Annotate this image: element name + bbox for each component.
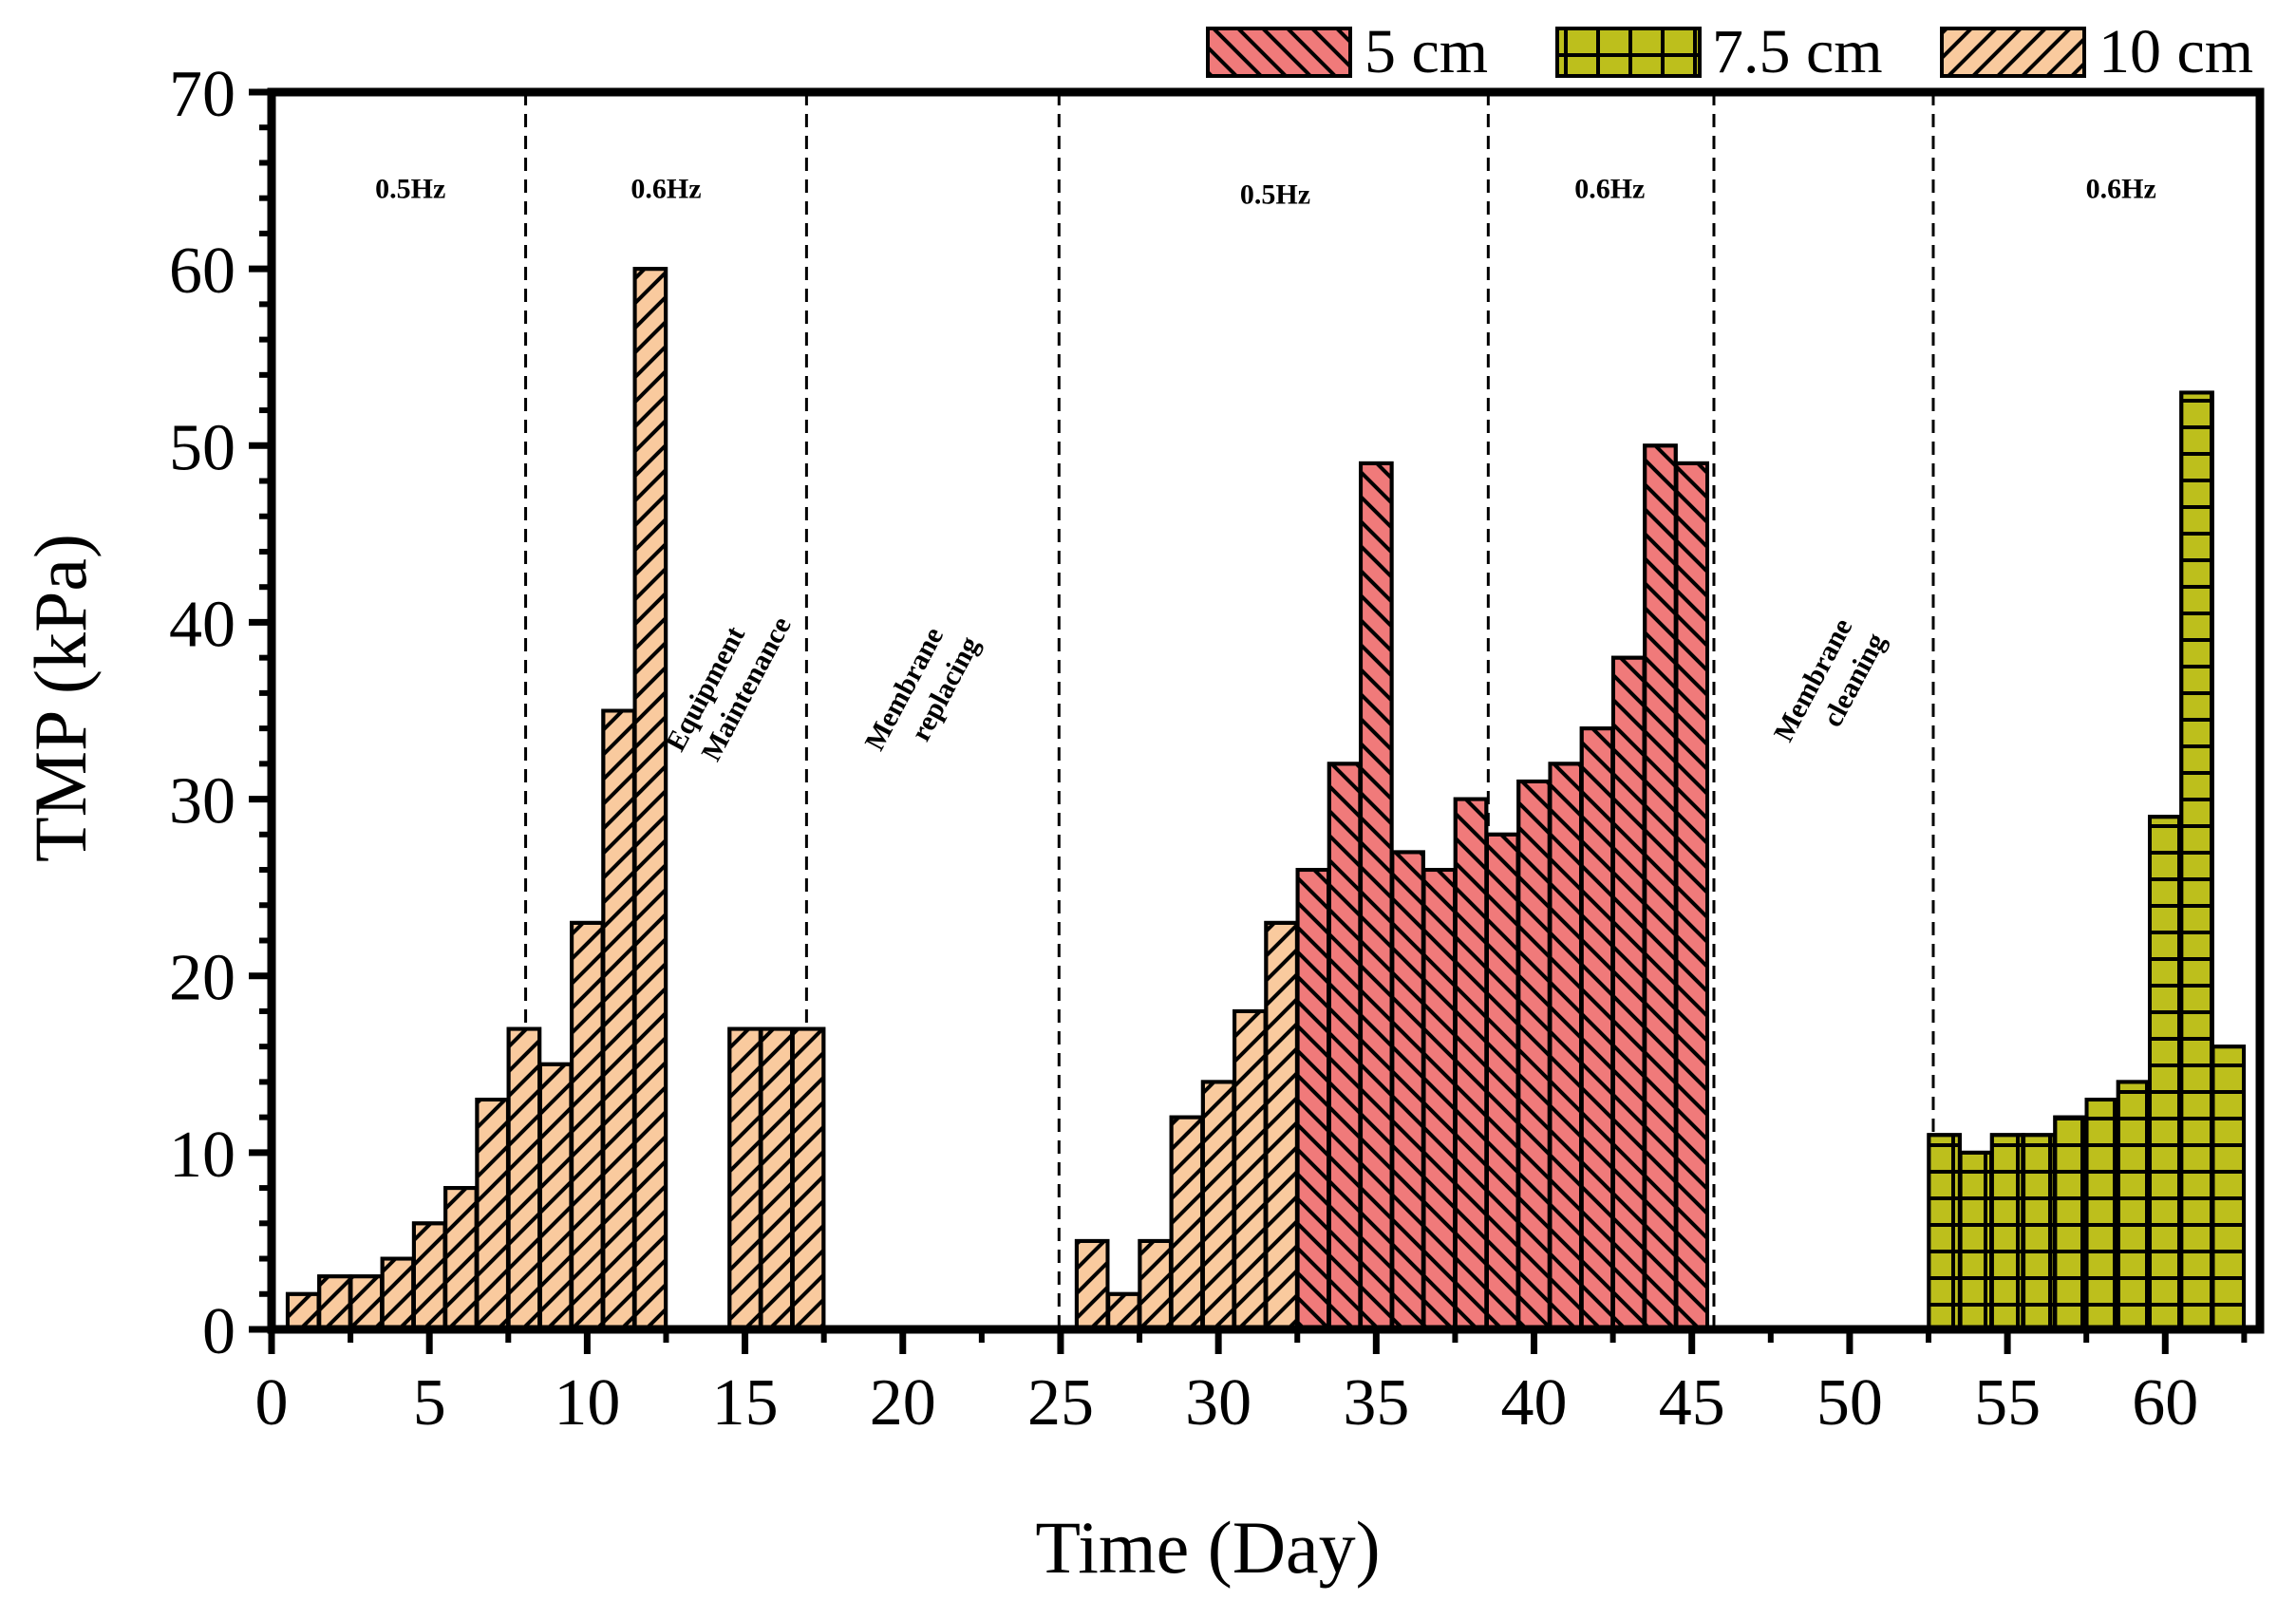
x-axis-title: Time (Day) (1035, 1506, 1380, 1589)
y-tick-label: 60 (169, 235, 235, 308)
bar-pattern (285, 1291, 321, 1332)
x-tick-label: 5 (413, 1366, 446, 1440)
bar-pattern (1138, 1238, 1173, 1332)
legend-label: 5 cm (1364, 17, 1488, 86)
bar-pattern (2084, 1098, 2120, 1331)
bar-pattern (759, 1026, 795, 1331)
y-tick-label: 50 (169, 411, 235, 484)
x-tick-label: 30 (1185, 1366, 1252, 1440)
x-tick-label: 0 (255, 1366, 289, 1440)
bar-pattern (1359, 461, 1394, 1331)
bar-pattern (1074, 1238, 1110, 1332)
y-tick-label: 30 (169, 765, 235, 838)
bar-pattern (1233, 1008, 1268, 1331)
legend-swatch-pattern (1555, 27, 1702, 78)
bar-pattern (2116, 1080, 2152, 1332)
legend-item: 10 cm (1940, 17, 2253, 86)
bar-pattern (1548, 762, 1584, 1331)
bar-pattern (506, 1026, 542, 1331)
legend: 5 cm 7.5 cm 10 cm (1206, 17, 2253, 86)
x-tick-label: 40 (1501, 1366, 1568, 1440)
bar-pattern (1516, 779, 1552, 1331)
phase-annotation: 0.5Hz (1240, 179, 1310, 210)
x-tick-label: 55 (1974, 1366, 2041, 1440)
x-tick-label: 10 (554, 1366, 620, 1440)
phase-annotation: 0.6Hz (1574, 174, 1645, 205)
phase-annotation: 0.6Hz (2086, 174, 2156, 205)
bar-pattern (1674, 461, 1710, 1331)
plot-frame (267, 87, 2265, 1334)
bar-pattern (1643, 443, 1678, 1331)
axis-tick-labels: 0 5 10 15 20 25 30 35 40 45 50 55 60 0 10 20 30 40 50 60 70 (169, 58, 2198, 1440)
bar-pattern (1327, 762, 1363, 1331)
series-7-5-cm (1927, 390, 2247, 1332)
bars-group (285, 267, 2247, 1332)
bar-pattern (1484, 832, 1520, 1331)
y-tick-label: 0 (202, 1295, 235, 1368)
bar-pattern (1421, 868, 1458, 1331)
legend-label: 7.5 cm (1712, 17, 1883, 86)
y-tick-label: 70 (169, 58, 235, 131)
bar-pattern (1610, 655, 1647, 1331)
x-tick-label: 45 (1659, 1366, 1725, 1440)
bar-pattern (1264, 920, 1299, 1331)
x-tick-label: 35 (1343, 1366, 1409, 1440)
bar-pattern (537, 1062, 574, 1332)
bar-pattern (2053, 1115, 2088, 1331)
bar-pattern (348, 1274, 385, 1331)
bar-pattern (1579, 726, 1615, 1331)
bar-pattern (1989, 1133, 2025, 1331)
y-tick-label: 20 (169, 942, 235, 1015)
y-tick-label: 40 (169, 588, 235, 661)
bar-pattern (1927, 1133, 1962, 1331)
series-5-cm (1295, 443, 1710, 1332)
x-tick-label: 50 (1816, 1366, 1883, 1440)
y-axis-title: TMP (kPa) (19, 534, 102, 862)
bar-pattern (443, 1186, 479, 1331)
legend-item: 7.5 cm (1555, 17, 1883, 86)
bar-pattern (2179, 390, 2214, 1331)
bar-pattern (727, 1026, 762, 1331)
bar-pattern (1295, 868, 1331, 1331)
bar-pattern (601, 708, 636, 1331)
bar-pattern (380, 1256, 416, 1331)
bar-pattern (317, 1274, 352, 1331)
y-tick-label: 10 (169, 1119, 235, 1192)
bar-pattern (570, 920, 605, 1331)
legend-item: 5 cm (1206, 17, 1488, 86)
x-tick-label: 60 (2132, 1366, 2198, 1440)
bar-pattern (1390, 850, 1425, 1332)
bar-pattern (2147, 815, 2183, 1331)
x-tick-label: 25 (1027, 1366, 1094, 1440)
bar-pattern (1106, 1291, 1141, 1332)
legend-label: 10 cm (2098, 17, 2253, 86)
axis-ticks (249, 88, 2248, 1354)
bar-pattern (1169, 1115, 1205, 1331)
bar-pattern (1200, 1080, 1236, 1332)
phase-annotation: 0.5Hz (375, 174, 445, 205)
bar-pattern (411, 1221, 447, 1332)
phase-annotation: 0.6Hz (630, 174, 701, 205)
x-tick-label: 20 (870, 1366, 936, 1440)
bar-pattern (2022, 1133, 2057, 1331)
bar-pattern (632, 267, 668, 1332)
bar-pattern (1453, 797, 1489, 1331)
series-10-cm (285, 267, 1299, 1332)
bar-pattern (1958, 1150, 1994, 1332)
bar-pattern (2211, 1045, 2247, 1331)
bar-pattern (790, 1026, 826, 1331)
bar-pattern (475, 1098, 510, 1331)
legend-swatch-pattern (1206, 27, 1352, 78)
legend-swatch-pattern (1940, 27, 2086, 78)
x-tick-label: 15 (712, 1366, 779, 1440)
